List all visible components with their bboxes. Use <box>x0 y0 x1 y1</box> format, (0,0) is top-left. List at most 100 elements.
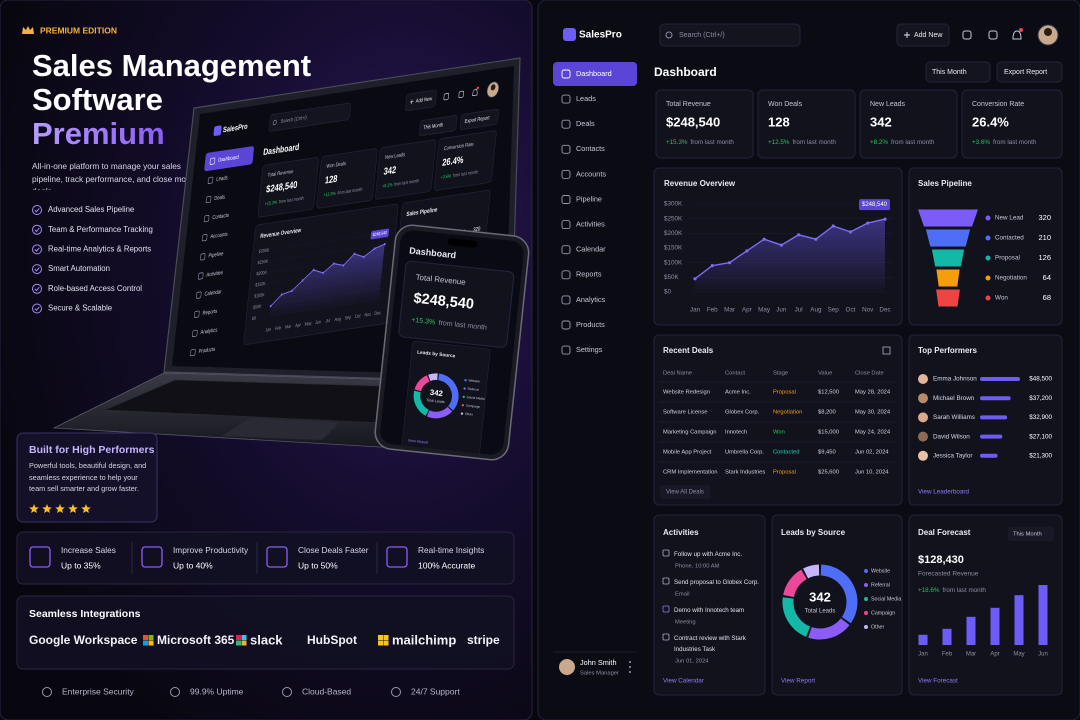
link[interactable]: View Calendar <box>663 678 704 685</box>
kpi-change-row: +3.6%from last month <box>972 139 1037 146</box>
nav-item[interactable]: Leads <box>216 175 229 184</box>
nav-item[interactable]: Activities <box>206 270 224 279</box>
nav-item[interactable]: Settings <box>576 345 603 354</box>
activity-check <box>662 577 670 585</box>
nav-item[interactable]: Contacts <box>212 212 230 221</box>
revenue-point <box>745 249 749 253</box>
user-avatar <box>559 659 575 675</box>
search-box[interactable] <box>659 23 801 47</box>
link[interactable]: View Forecast <box>918 678 958 685</box>
header-icon[interactable] <box>458 90 465 98</box>
activities-card <box>653 514 766 696</box>
add-button-label[interactable]: Add New <box>415 96 432 105</box>
search-box[interactable] <box>268 102 352 132</box>
nav-item[interactable]: Dashboard <box>576 69 612 78</box>
link[interactable]: View Leaderboard <box>918 489 969 496</box>
add-button[interactable] <box>896 23 950 47</box>
nav-item[interactable]: Analytics <box>200 327 218 336</box>
period-dropdown[interactable] <box>1008 527 1054 541</box>
header-icon[interactable] <box>962 30 972 40</box>
period-dropdown[interactable] <box>419 115 458 137</box>
nav-active <box>553 62 637 86</box>
revenue-point <box>383 242 386 246</box>
nav-item[interactable]: Deals <box>214 194 226 202</box>
export-label[interactable]: Export Report <box>1004 69 1047 76</box>
nav-item[interactable]: Contacts <box>576 144 605 153</box>
revenue-point <box>848 230 853 234</box>
header-icon[interactable] <box>988 30 998 40</box>
integration-logo: mailchimp <box>392 632 456 647</box>
legend-label: Negotiation <box>995 275 1027 282</box>
link[interactable]: View All Deals <box>666 490 704 496</box>
nav-item[interactable]: Reports <box>576 270 602 279</box>
legend-dot <box>985 275 991 281</box>
export-label[interactable]: Export Report <box>464 115 490 126</box>
kpi-change: +8.2% <box>870 139 888 146</box>
kpi-change: +12.5% <box>768 139 790 146</box>
expand-icon[interactable] <box>882 346 891 355</box>
y-tick-label: $0 <box>664 289 672 296</box>
column-header: Deal Name <box>663 371 692 377</box>
forecast-note: from last month <box>943 587 987 594</box>
nav-active <box>204 146 254 172</box>
x-tick-label: Jul <box>325 317 330 323</box>
nav-item[interactable]: Accounts <box>576 169 606 178</box>
stat-icon <box>266 546 288 568</box>
y-tick-label: $0 <box>252 315 257 321</box>
x-tick-label: May <box>1013 652 1024 658</box>
table-cell: Mobile App Project <box>663 450 712 456</box>
export-dropdown[interactable] <box>459 108 499 130</box>
performer-value: $32,900 <box>1029 414 1052 421</box>
link-button[interactable] <box>660 485 710 499</box>
funnel-value: 64 <box>1043 273 1051 282</box>
feature-item: Real-time Analytics & Reports <box>48 244 151 253</box>
nav-icon <box>561 295 571 305</box>
add-button-label[interactable]: Add New <box>914 32 943 39</box>
legend-label: New Lead <box>995 215 1024 222</box>
link[interactable]: View Report <box>781 678 815 685</box>
nav-item[interactable]: Dashboard <box>218 154 239 164</box>
x-tick-label: Nov <box>364 311 372 318</box>
nav-item[interactable]: Accounts <box>210 231 228 240</box>
legend-label: Referral <box>871 582 890 588</box>
rating-star <box>29 504 39 513</box>
menu-dot[interactable] <box>629 661 631 663</box>
crown-icon <box>22 26 34 34</box>
kpi-change: +12.5% <box>323 190 336 197</box>
period-dropdown[interactable] <box>925 61 991 83</box>
activity-check <box>662 549 670 557</box>
menu-dot[interactable] <box>629 671 631 673</box>
nav-item[interactable]: Activities <box>576 220 605 229</box>
table-cell: May 28, 2024 <box>855 390 891 396</box>
legend-label: Campaign <box>466 403 481 409</box>
menu-dot[interactable] <box>629 666 631 668</box>
nav-item[interactable]: Pipeline <box>576 194 602 203</box>
logo-icon <box>378 635 383 640</box>
nav-item[interactable]: Calendar <box>204 289 222 298</box>
plus-icon <box>409 99 414 105</box>
nav-item[interactable]: Reports <box>202 308 218 317</box>
export-dropdown[interactable] <box>996 61 1063 83</box>
kpi-value: 128 <box>768 114 790 129</box>
integrations-title: Seamless Integrations <box>29 608 141 620</box>
nav-item[interactable]: Analytics <box>576 295 606 304</box>
logo-icon <box>383 640 389 646</box>
bell-icon[interactable] <box>472 88 478 97</box>
rating-star <box>55 504 65 513</box>
nav-item[interactable]: Deals <box>576 119 595 128</box>
nav-item[interactable]: Pipeline <box>208 251 224 260</box>
nav-item[interactable]: Products <box>198 346 216 355</box>
link[interactable]: View Report <box>408 439 430 445</box>
nav-item[interactable]: Leads <box>576 94 596 103</box>
period-label[interactable]: This Month <box>1013 532 1042 538</box>
period-label[interactable]: This Month <box>423 122 444 132</box>
forecast-change: +18.6% <box>918 587 940 594</box>
x-tick-label: Mar <box>724 307 735 314</box>
add-button[interactable] <box>405 89 437 112</box>
period-label[interactable]: This Month <box>932 69 967 76</box>
performer-name: Jessica Taylor <box>933 452 972 459</box>
header-icon[interactable] <box>443 93 450 101</box>
nav-item[interactable]: Calendar <box>576 245 606 254</box>
bell-icon[interactable] <box>1012 30 1022 40</box>
nav-item[interactable]: Products <box>576 320 605 329</box>
